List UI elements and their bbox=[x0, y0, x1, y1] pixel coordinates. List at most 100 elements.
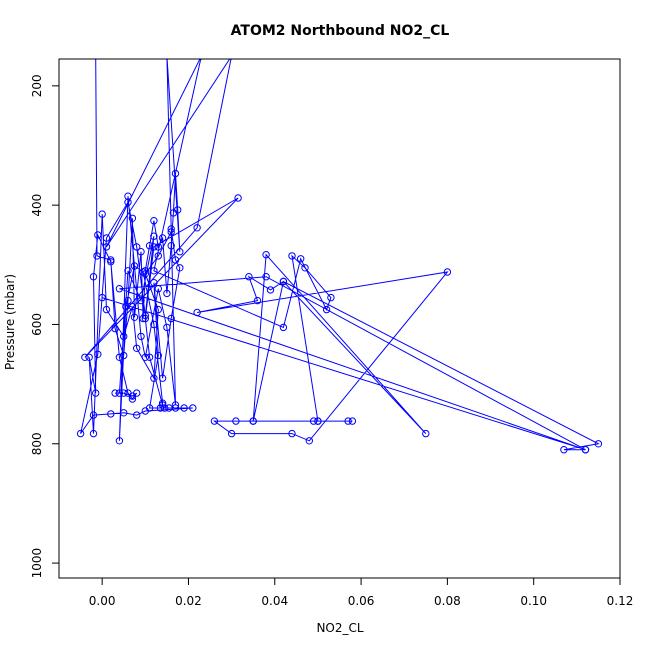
data-point bbox=[141, 407, 150, 415]
data-point bbox=[176, 248, 184, 256]
data-point bbox=[249, 417, 257, 425]
data-point bbox=[163, 289, 171, 298]
data-point bbox=[266, 286, 275, 294]
data-point bbox=[124, 389, 132, 397]
data-point bbox=[150, 267, 158, 275]
series-line bbox=[80, 59, 600, 451]
x-tick-label: 0.12 bbox=[607, 594, 634, 608]
plot-frame bbox=[58, 58, 621, 579]
data-point bbox=[81, 353, 89, 361]
data-point bbox=[150, 232, 158, 240]
y-tick-label: 600 bbox=[30, 313, 44, 336]
data-point bbox=[210, 417, 219, 425]
data-point bbox=[232, 417, 240, 425]
data-point bbox=[120, 351, 128, 360]
data-point bbox=[115, 353, 124, 361]
y-axis: 200 400 600 800 1000 bbox=[30, 74, 59, 578]
data-point bbox=[145, 242, 154, 250]
data-point bbox=[122, 302, 130, 311]
data-point bbox=[174, 206, 182, 214]
data-point bbox=[150, 320, 158, 329]
data-point bbox=[150, 243, 158, 251]
data-point bbox=[279, 277, 288, 286]
data-point bbox=[137, 296, 145, 305]
data-point bbox=[245, 273, 253, 281]
data-point bbox=[150, 279, 158, 287]
data-point bbox=[102, 243, 111, 251]
data-point bbox=[130, 313, 139, 321]
data-series bbox=[76, 59, 603, 454]
data-point bbox=[199, 59, 204, 60]
y-tick-label: 800 bbox=[30, 432, 44, 455]
data-point bbox=[111, 389, 119, 397]
x-tick-label: 0.00 bbox=[89, 594, 116, 608]
data-point bbox=[137, 332, 145, 341]
data-point bbox=[288, 429, 296, 438]
data-point bbox=[193, 224, 201, 232]
data-point bbox=[93, 252, 101, 260]
data-point bbox=[443, 268, 452, 276]
data-point bbox=[120, 389, 128, 397]
data-point bbox=[167, 242, 175, 250]
data-point bbox=[102, 305, 111, 314]
x-tick-label: 0.08 bbox=[434, 594, 461, 608]
data-point bbox=[581, 446, 590, 454]
data-point bbox=[176, 264, 184, 272]
y-tick-label: 200 bbox=[30, 74, 44, 97]
data-point bbox=[309, 417, 318, 425]
data-point bbox=[164, 59, 170, 60]
data-point bbox=[98, 293, 106, 302]
y-axis-label: Pressure (mbar) bbox=[3, 274, 17, 370]
data-point bbox=[322, 305, 331, 314]
data-point bbox=[163, 323, 171, 332]
data-point bbox=[327, 293, 335, 302]
data-point bbox=[167, 228, 175, 236]
data-point bbox=[193, 308, 201, 317]
data-point bbox=[154, 351, 163, 360]
data-point bbox=[154, 305, 163, 314]
data-point bbox=[301, 264, 309, 272]
data-point bbox=[279, 323, 288, 332]
data-point bbox=[137, 248, 145, 256]
data-point bbox=[344, 417, 352, 425]
data-point bbox=[102, 234, 111, 242]
data-point bbox=[288, 252, 296, 260]
data-point bbox=[154, 285, 163, 293]
data-point bbox=[171, 401, 180, 409]
data-point bbox=[128, 395, 137, 403]
data-point bbox=[227, 429, 236, 438]
data-point bbox=[167, 225, 175, 233]
data-point bbox=[141, 353, 150, 361]
data-point bbox=[120, 332, 128, 341]
x-axis-label: NO2_CL bbox=[316, 621, 363, 635]
data-point bbox=[92, 389, 100, 397]
data-point bbox=[89, 411, 98, 419]
data-point bbox=[89, 429, 98, 438]
data-point bbox=[124, 192, 132, 200]
data-point bbox=[145, 353, 154, 361]
data-point bbox=[94, 350, 102, 358]
x-tick-label: 0.02 bbox=[175, 594, 202, 608]
data-point bbox=[76, 429, 85, 438]
data-point bbox=[158, 234, 167, 242]
data-point bbox=[120, 409, 128, 417]
data-point bbox=[305, 437, 313, 445]
data-point bbox=[141, 311, 150, 320]
data-point bbox=[133, 389, 141, 397]
data-point bbox=[85, 353, 93, 361]
data-point bbox=[141, 314, 150, 323]
y-tick-label: 1000 bbox=[30, 548, 44, 579]
data-point bbox=[128, 214, 137, 223]
y-tick-label: 400 bbox=[30, 194, 44, 217]
data-point bbox=[171, 256, 180, 264]
data-point bbox=[133, 411, 141, 419]
data-point bbox=[133, 243, 141, 251]
data-point bbox=[139, 268, 147, 276]
data-point bbox=[348, 417, 357, 425]
data-point bbox=[107, 410, 115, 418]
data-point bbox=[262, 251, 270, 259]
x-tick-label: 0.10 bbox=[520, 594, 547, 608]
data-point bbox=[314, 417, 322, 425]
data-point bbox=[158, 401, 167, 409]
